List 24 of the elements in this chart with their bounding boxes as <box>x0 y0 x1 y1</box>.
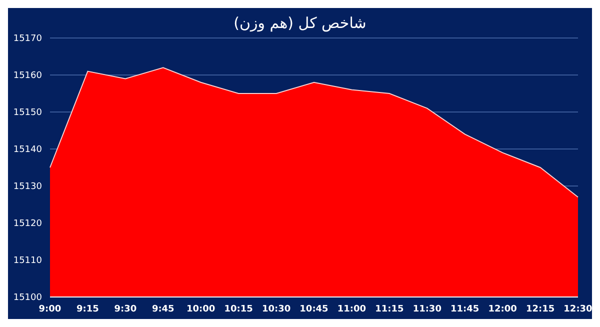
x-tick-label: 12:30 <box>564 304 592 314</box>
y-tick-label: 15120 <box>13 219 42 230</box>
chart-title: شاخص کل (هم وزن) <box>232 14 368 32</box>
x-tick-label: 10:45 <box>300 304 328 314</box>
y-tick-label: 15150 <box>13 108 42 118</box>
x-tick-label: 12:00 <box>488 304 517 314</box>
y-tick-label: 15160 <box>13 71 42 82</box>
y-tick-label: 15170 <box>13 34 42 44</box>
x-tick-label: 10:00 <box>186 304 216 314</box>
y-tick-label: 15110 <box>13 256 42 266</box>
x-tick-label: 9:30 <box>114 304 137 314</box>
x-tick-label: 10:15 <box>224 304 253 314</box>
x-tick-label: 12:15 <box>526 304 555 314</box>
x-tick-label: 11:00 <box>337 304 366 314</box>
x-tick-label: 9:15 <box>76 304 99 314</box>
x-tick-label: 11:30 <box>412 304 442 314</box>
x-tick-label: 9:00 <box>38 304 62 314</box>
x-tick-label: 11:15 <box>375 304 404 314</box>
y-tick-label: 15100 <box>13 293 42 304</box>
x-tick-label: 10:30 <box>262 304 291 314</box>
x-tick-label: 11:45 <box>450 304 480 314</box>
x-tick-label: 9:45 <box>152 304 174 314</box>
y-tick-label: 15140 <box>13 145 42 156</box>
y-tick-label: 15130 <box>13 182 42 192</box>
